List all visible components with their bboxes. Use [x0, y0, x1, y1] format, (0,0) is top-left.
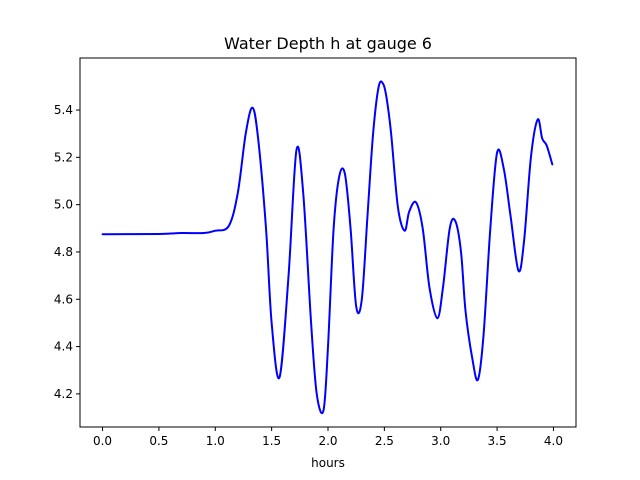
- x-tick-label: 2.5: [375, 434, 394, 448]
- y-tick-label: 5.2: [54, 150, 73, 164]
- x-tick-label: 3.5: [488, 434, 507, 448]
- series-line: [101, 80, 554, 415]
- y-tick-label: 5.0: [54, 198, 73, 212]
- y-axis-ticks: 4.2 4.4 4.6 4.8 5.0 5.2 5.4: [54, 103, 80, 401]
- y-tick-label: 4.2: [54, 387, 73, 401]
- plot-area: [80, 58, 576, 427]
- chart-title: Water Depth h at gauge 6: [224, 34, 432, 53]
- x-tick-label: 2.0: [318, 434, 337, 448]
- x-tick-label: 0.5: [149, 434, 168, 448]
- x-tick-label: 0.0: [93, 434, 112, 448]
- y-tick-label: 5.4: [54, 103, 73, 117]
- y-tick-label: 4.4: [54, 340, 73, 354]
- x-axis-ticks: 0.0 0.5 1.0 1.5 2.0 2.5 3.0 3.5 4.0: [93, 427, 563, 448]
- x-tick-label: 1.0: [206, 434, 225, 448]
- series-layer: [101, 80, 554, 415]
- y-tick-label: 4.8: [54, 245, 73, 259]
- plot-frame: [79, 57, 577, 428]
- y-tick-label: 4.6: [54, 292, 73, 306]
- x-axis-label: hours: [311, 456, 345, 470]
- x-tick-label: 1.5: [262, 434, 281, 448]
- x-tick-label: 4.0: [544, 434, 563, 448]
- x-tick-label: 3.0: [431, 434, 450, 448]
